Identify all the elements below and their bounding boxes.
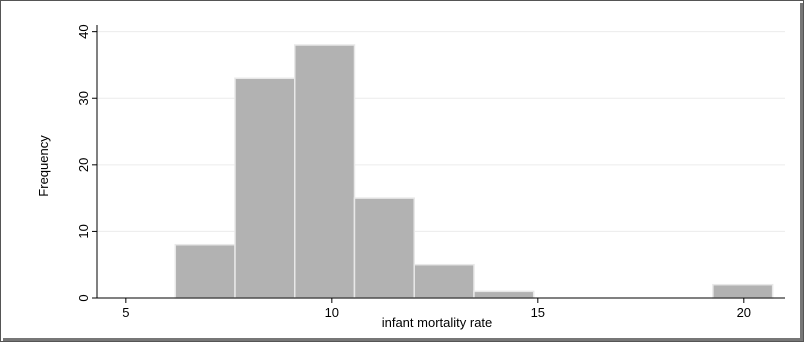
x-tick-label-5: 5 — [122, 305, 129, 320]
histogram-bar-6 — [712, 283, 774, 299]
x-tick-label-10: 10 — [325, 305, 339, 320]
outer-border-shadow-bottom — [3, 338, 803, 341]
histogram-bar-4 — [413, 263, 475, 299]
y-tick-label-10: 10 — [76, 224, 91, 238]
histogram-bar-0 — [174, 243, 236, 299]
histogram-bar-5 — [473, 290, 535, 299]
y-tick-label-40: 40 — [76, 24, 91, 38]
histogram-bar-3 — [353, 197, 415, 299]
histogram-bar-1 — [234, 77, 296, 299]
x-tick-label-20: 20 — [737, 305, 751, 320]
x-tick-label-15: 15 — [531, 305, 545, 320]
y-axis-title: Frequency — [36, 135, 51, 197]
y-tick-label-30: 30 — [76, 91, 91, 105]
y-tick-label-20: 20 — [76, 158, 91, 172]
axes: 0 10 20 30 40 5 10 15 20 — [76, 24, 785, 320]
gridlines — [97, 31, 785, 232]
outer-border-shadow — [800, 3, 803, 341]
y-tick-label-0: 0 — [76, 294, 91, 301]
histogram-bar-2 — [293, 44, 356, 299]
x-axis-title: infant mortality rate — [382, 315, 493, 330]
